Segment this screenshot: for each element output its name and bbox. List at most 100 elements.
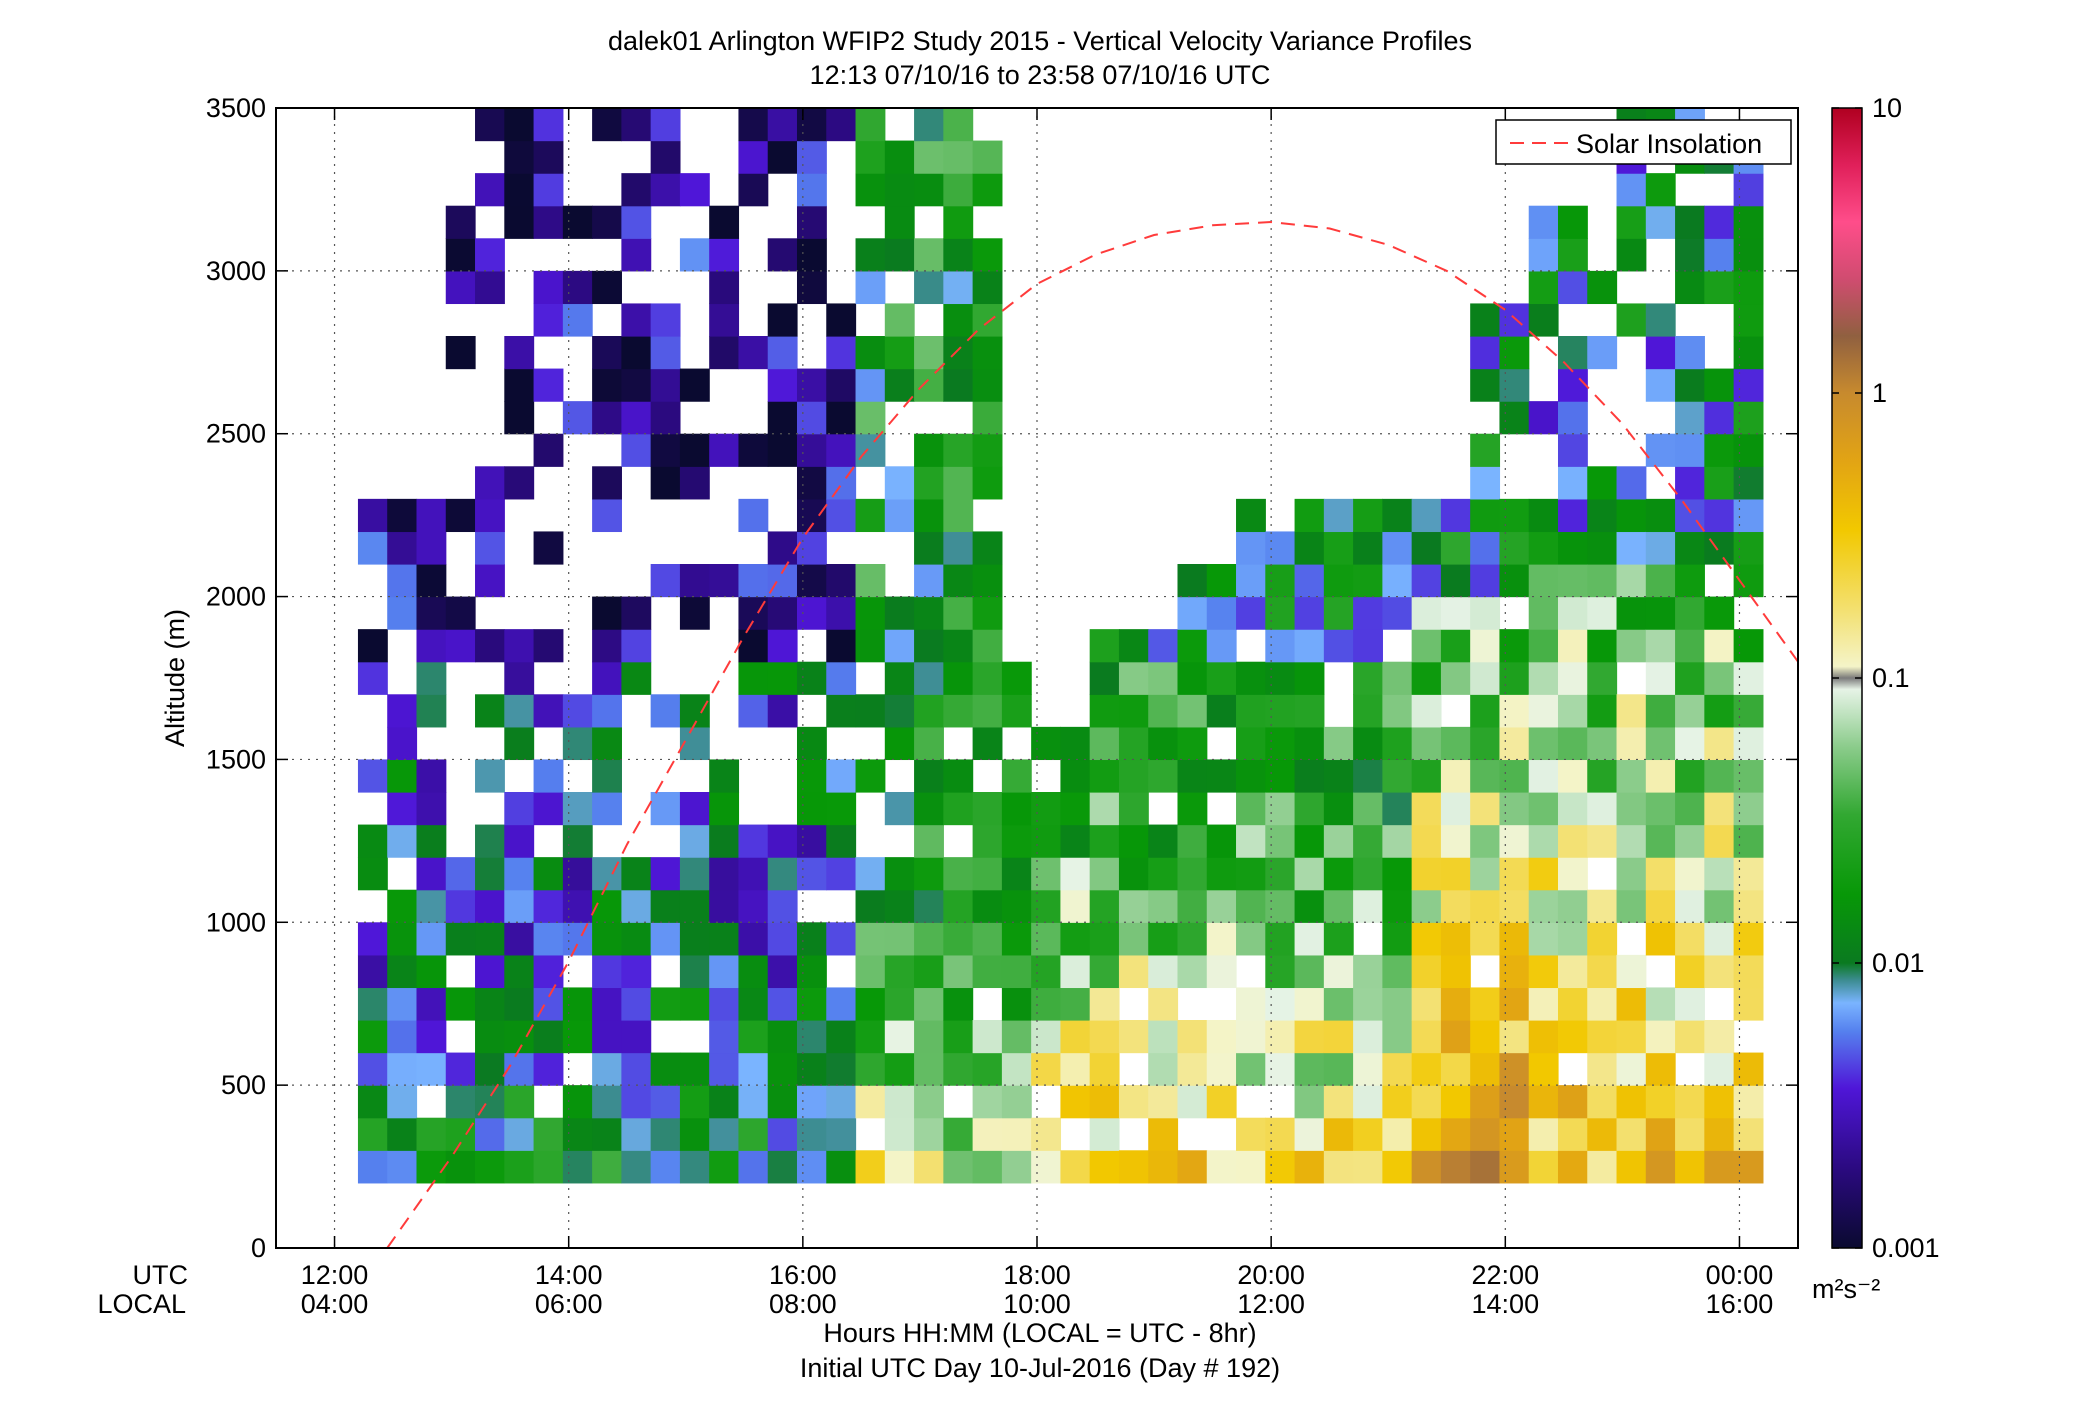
heatmap-cell: [592, 401, 622, 435]
heatmap-cell: [1704, 368, 1735, 402]
heatmap-cell: [1148, 629, 1179, 663]
heatmap-cell: [621, 987, 652, 1021]
heatmap-cell: [826, 629, 857, 663]
heatmap-cell: [1616, 303, 1647, 337]
heatmap-cell: [1177, 824, 1208, 858]
heatmap-cell: [1528, 1085, 1559, 1119]
heatmap-cell: [1294, 922, 1325, 956]
heatmap-cell: [1411, 726, 1442, 761]
heatmap-cell: [1323, 498, 1354, 533]
legend: Solar Insolation: [1495, 119, 1792, 165]
heatmap-cell: [1353, 1020, 1383, 1054]
heatmap-cell: [1499, 889, 1530, 923]
heatmap-cell: [943, 759, 974, 793]
heatmap-cell: [1089, 726, 1120, 761]
heatmap-cell: [387, 564, 418, 598]
heatmap-cell: [884, 792, 915, 826]
heatmap-cell: [592, 629, 622, 663]
chart-title: dalek01 Arlington WFIP2 Study 2015 - Ver…: [608, 26, 1472, 56]
heatmap-cell: [1353, 1117, 1383, 1151]
heatmap-cell: [1206, 596, 1237, 630]
heatmap-cell: [621, 1020, 652, 1054]
heatmap-cell: [445, 922, 476, 956]
heatmap-cell: [1645, 1150, 1676, 1184]
heatmap-cell: [679, 433, 710, 467]
heatmap-cell: [1499, 1052, 1530, 1086]
heatmap-cell: [650, 1150, 681, 1184]
heatmap-cell: [943, 661, 974, 695]
heatmap-cell: [592, 108, 622, 142]
heatmap-cell: [1411, 954, 1442, 989]
heatmap-cell: [884, 596, 915, 630]
heatmap-cell: [1704, 1150, 1735, 1184]
heatmap-cell: [855, 922, 886, 956]
heatmap-cell: [1587, 466, 1618, 500]
heatmap-cell: [1733, 694, 1764, 728]
heatmap-cell: [1353, 661, 1383, 695]
heatmap-cell: [767, 1150, 798, 1184]
heatmap-cell: [1265, 889, 1296, 923]
heatmap-cell: [504, 401, 535, 435]
heatmap-cell: [709, 238, 740, 272]
heatmap-cell: [1411, 792, 1442, 826]
heatmap-cell: [387, 694, 418, 728]
heatmap-cell: [1118, 694, 1149, 728]
heatmap-cell: [504, 140, 535, 174]
heatmap-cell: [1645, 498, 1676, 533]
heatmap-cell: [1616, 531, 1647, 565]
heatmap-cell: [592, 1020, 622, 1054]
heatmap-cell: [1118, 1020, 1149, 1054]
heatmap-cell: [855, 889, 886, 923]
heatmap-cell: [533, 1020, 564, 1054]
heatmap-cell: [592, 1085, 622, 1119]
heatmap-cell: [1382, 694, 1413, 728]
heatmap-cell: [650, 401, 681, 435]
heatmap-cell: [387, 498, 418, 533]
heatmap-cell: [357, 531, 388, 565]
heatmap-cell: [972, 792, 1003, 826]
heatmap-cell: [796, 205, 827, 239]
heatmap-cell: [796, 531, 827, 565]
heatmap-cell: [592, 368, 622, 402]
heatmap-cell: [1528, 824, 1559, 858]
heatmap-cell: [1557, 401, 1588, 435]
heatmap-cell: [562, 824, 593, 858]
heatmap-cell: [1528, 1020, 1559, 1054]
heatmap-cell: [1557, 466, 1588, 500]
heatmap-cell: [709, 433, 740, 467]
heatmap-cell: [826, 108, 857, 142]
heatmap-cell: [709, 954, 740, 989]
heatmap-cell: [1645, 205, 1676, 239]
heatmap-cell: [855, 987, 886, 1021]
heatmap-cell: [1323, 824, 1354, 858]
heatmap-cell: [1440, 629, 1471, 663]
heatmap-cell: [1528, 270, 1559, 305]
heatmap-cell: [1528, 694, 1559, 728]
heatmap-cell: [1089, 661, 1120, 695]
heatmap-cell: [679, 173, 710, 207]
heatmap-cell: [1411, 1150, 1442, 1184]
heatmap-cell: [972, 368, 1003, 402]
heatmap-cell: [679, 857, 710, 891]
heatmap-cell: [1675, 857, 1705, 891]
heatmap-cell: [884, 857, 915, 891]
heatmap-cell: [445, 1052, 476, 1086]
heatmap-cell: [1733, 1117, 1764, 1151]
heatmap-cell: [1645, 1085, 1676, 1119]
heatmap-cell: [1616, 857, 1647, 891]
heatmap-cell: [1440, 922, 1471, 956]
heatmap-cell: [943, 792, 974, 826]
x-tick-label-utc: 20:00: [1237, 1260, 1305, 1290]
heatmap-cell: [943, 922, 974, 956]
heatmap-cell: [1060, 792, 1091, 826]
heatmap-cell: [387, 1052, 418, 1086]
heatmap-cell: [1118, 792, 1149, 826]
heatmap-cell: [1089, 1020, 1120, 1054]
heatmap-cell: [972, 661, 1003, 695]
heatmap-cell: [855, 270, 886, 305]
heatmap-cell: [1704, 792, 1735, 826]
heatmap-cell: [796, 759, 827, 793]
heatmap-cell: [1382, 987, 1413, 1021]
heatmap-cell: [504, 466, 535, 500]
heatmap-cell: [738, 857, 769, 891]
